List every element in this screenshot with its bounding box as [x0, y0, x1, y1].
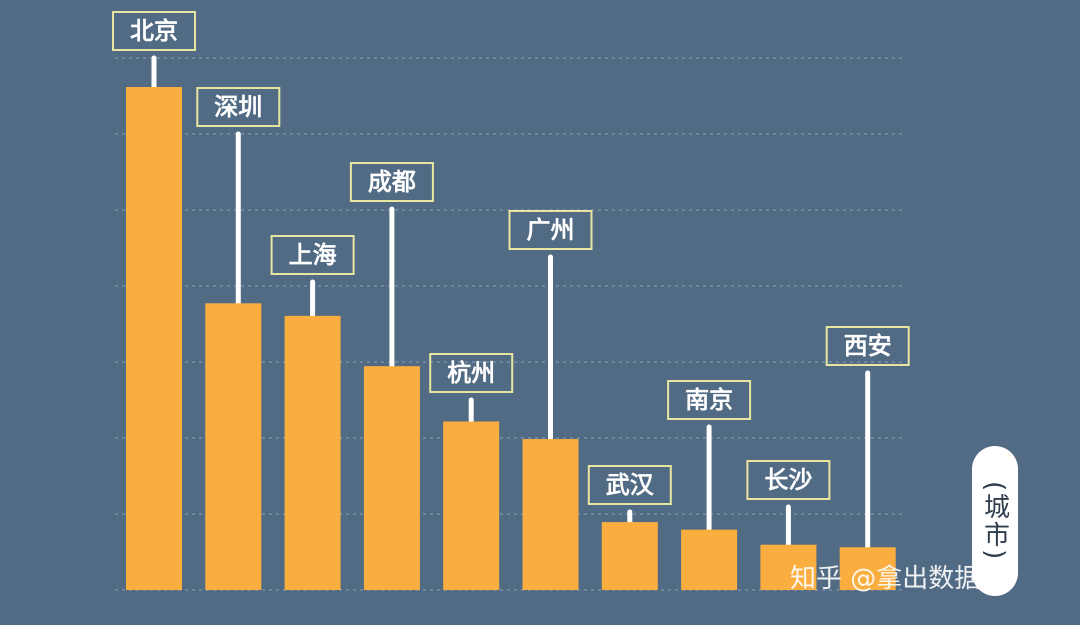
city-label: 成都 [349, 162, 434, 202]
x-axis-label-pill: (城市) [972, 446, 1018, 596]
city-label-text: 杭州 [447, 359, 495, 387]
bar [601, 522, 658, 590]
city-label: 南京 [667, 380, 752, 420]
city-label: 长沙 [746, 460, 831, 500]
city-label: 武汉 [587, 465, 672, 505]
city-label-text: 成都 [368, 168, 416, 196]
bar [443, 421, 500, 590]
city-label-text: 武汉 [606, 471, 655, 499]
city-label-box [429, 353, 514, 393]
city-label-text: 西安 [844, 332, 892, 360]
city-label-box [112, 11, 196, 51]
x-axis-label: (城市) [979, 480, 1010, 562]
bars [126, 87, 896, 590]
bar [760, 544, 817, 590]
city-label-box [667, 380, 752, 420]
city-label: 北京 [112, 11, 196, 51]
city-label-box [746, 460, 831, 500]
city-label-box [587, 465, 672, 505]
city-label-box [349, 162, 434, 202]
bar [205, 303, 262, 590]
city-label-box [270, 235, 355, 275]
bar [363, 366, 420, 590]
city-label-text: 广州 [527, 216, 575, 244]
city-label-box [196, 87, 281, 127]
city-label-text: 北京 [130, 17, 178, 45]
city-label-text: 上海 [289, 241, 337, 269]
city-label: 深圳 [196, 87, 281, 127]
city-label-text: 深圳 [214, 93, 262, 121]
city-label-box [825, 326, 910, 366]
bar [522, 439, 579, 590]
city-label: 西安 [825, 326, 910, 366]
city-label-text: 长沙 [764, 466, 812, 494]
bar [681, 529, 738, 590]
city-label: 杭州 [429, 353, 514, 393]
city-label: 广州 [508, 210, 593, 250]
city-label: 上海 [270, 235, 355, 275]
watermark: 知乎 @拿出数据君 [790, 564, 1007, 594]
bar [839, 547, 896, 590]
city-label-text: 南京 [685, 386, 733, 414]
bar [126, 87, 182, 590]
bar [284, 315, 341, 590]
city-label-box [508, 210, 593, 250]
